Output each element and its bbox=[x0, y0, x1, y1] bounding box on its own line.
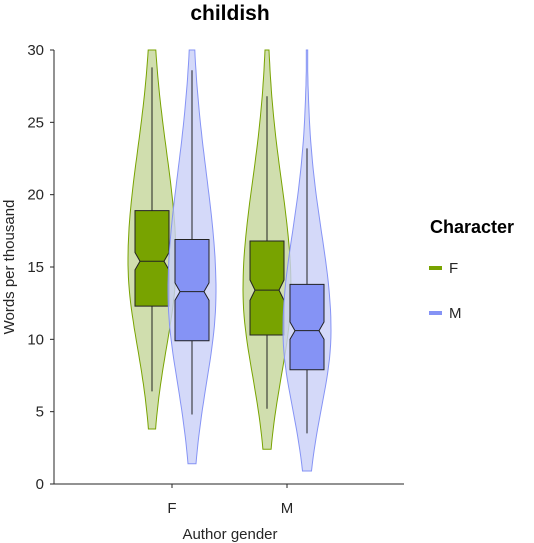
chart-title: childish bbox=[190, 2, 269, 25]
box-series-m-f bbox=[174, 239, 210, 342]
y-axis-ticks: 0 5 10 15 20 25 30 bbox=[27, 42, 54, 493]
y-tick-label-0: 0 bbox=[36, 476, 44, 493]
legend-title: Character bbox=[430, 217, 514, 237]
x-tick-label-F: F bbox=[167, 500, 176, 517]
box-series-f-f bbox=[134, 210, 170, 307]
y-tick-label-15: 15 bbox=[27, 259, 44, 276]
legend-label-f: F bbox=[449, 260, 458, 277]
box-series-f-m bbox=[249, 240, 285, 336]
y-tick-label-5: 5 bbox=[36, 404, 44, 421]
y-tick-label-25: 25 bbox=[27, 114, 44, 131]
x-axis-label: Author gender bbox=[182, 526, 277, 543]
y-tick-label-10: 10 bbox=[27, 331, 44, 348]
y-tick-label-30: 30 bbox=[27, 42, 44, 59]
legend: Character F M bbox=[429, 217, 514, 322]
y-axis-label: Words per thousand bbox=[1, 200, 18, 335]
x-tick-label-M: M bbox=[281, 500, 294, 517]
legend-label-m: M bbox=[449, 305, 462, 322]
plot-area bbox=[127, 49, 332, 472]
y-tick-label-20: 20 bbox=[27, 187, 44, 204]
box-series-m-m bbox=[289, 283, 325, 371]
